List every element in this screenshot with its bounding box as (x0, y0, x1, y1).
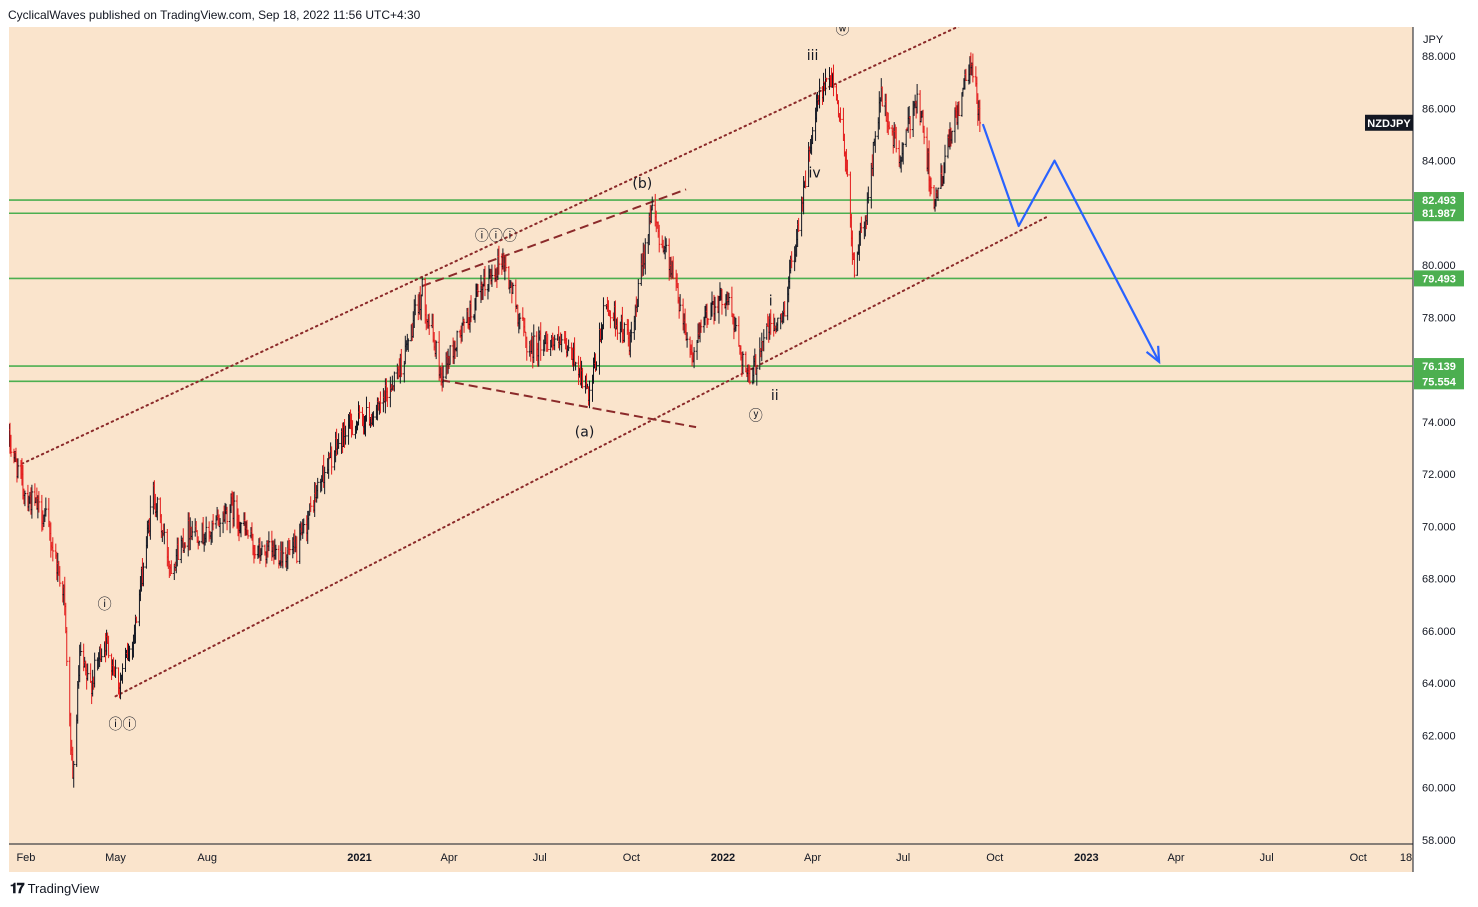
channel-line-0 (114, 214, 1051, 698)
projection-line (981, 123, 1161, 363)
price-tick-15: 88.000 (1422, 51, 1456, 63)
footer-brand[interactable]: 𝟏𝟕 TradingView (10, 880, 99, 897)
support-levels (9, 199, 1413, 383)
price-tick-1: 60.000 (1422, 783, 1456, 795)
time-tick-8: Apr (804, 852, 821, 864)
wave-label-10: ⓦ (835, 27, 849, 38)
wave-label-1: ⓘⓘ (109, 717, 137, 733)
wave-label-3: (a) (575, 424, 595, 440)
price-tick-10: 78.000 (1422, 312, 1456, 324)
brand-name: TradingView (27, 881, 100, 896)
level-tag-bg-1 (1414, 192, 1464, 209)
price-tick-13: 84.000 (1422, 156, 1456, 168)
projection-path (981, 123, 1161, 365)
level-tag-bg-4 (1414, 358, 1464, 375)
projection-arrowhead (1145, 345, 1161, 365)
time-tick-15: 18 (1400, 852, 1412, 864)
time-tick-5: Jul (533, 852, 547, 864)
level-tag-5: 75.554 (1422, 376, 1457, 388)
wave-label-5: ⓨ (749, 409, 763, 425)
level-tag-2: 81.987 (1422, 208, 1456, 220)
time-tick-6: Oct (623, 852, 640, 864)
price-tick-4: 66.000 (1422, 626, 1456, 638)
triangle-line-0 (440, 379, 697, 429)
time-tick-10: Oct (986, 852, 1003, 864)
time-axis[interactable]: Feb May Aug 2021 Apr Jul Oct 2022 Apr Jul Oct 2023 A… (16, 852, 1412, 864)
tradingview-logo-icon: 𝟏𝟕 (10, 880, 25, 896)
wave-label-6: i (769, 294, 773, 310)
time-tick-13: Jul (1260, 852, 1274, 864)
price-tick-7: 72.000 (1422, 469, 1456, 481)
time-tick-0: Feb (16, 852, 35, 864)
time-tick-9: Jul (896, 852, 910, 864)
level-tag-1: 82.493 (1422, 195, 1456, 207)
level-tag-3: 79.493 (1422, 273, 1456, 285)
level-tag-bg-5 (1414, 373, 1464, 390)
time-tick-4: Apr (441, 852, 458, 864)
candles (9, 52, 982, 788)
wave-label-7: ii (771, 388, 779, 404)
time-tick-1: May (105, 852, 126, 864)
wave-label-2: ⓘⓘⓘ (475, 228, 517, 244)
wave-label-8: iii (807, 48, 819, 64)
axis-background (1413, 27, 1469, 872)
level-tag-4: 76.139 (1422, 361, 1456, 373)
price-tick-2: 62.000 (1422, 730, 1456, 742)
price-tick-14: 86.000 (1422, 103, 1456, 115)
time-tick-2: Aug (197, 852, 217, 864)
time-tick-11: 2023 (1074, 852, 1098, 864)
price-tick-5: 68.000 (1422, 574, 1456, 586)
level-tag-bg-2 (1414, 205, 1464, 222)
price-tick-0: 58.000 (1422, 835, 1456, 847)
time-tick-3: 2021 (347, 852, 371, 864)
wave-label-0: ⓘ (98, 597, 112, 613)
time-tick-12: Apr (1167, 852, 1184, 864)
price-tick-3: 64.000 (1422, 678, 1456, 690)
publish-info: CyclicalWaves published on TradingView.c… (8, 8, 421, 22)
price-tick-11: 80.000 (1422, 260, 1456, 272)
price-tick-6: 70.000 (1422, 521, 1456, 533)
plot-background (9, 27, 1413, 872)
chart-container[interactable]: ⓘ ⓘⓘ ⓘⓘⓘ (a) (b) ⓨ i ii iii iv ⓦ JPY 58.000 60.000 62… (9, 27, 1469, 872)
wave-label-4: (b) (632, 176, 652, 192)
price-tick-8: 74.000 (1422, 417, 1456, 429)
symbol-tag: NZDJPY (1367, 118, 1411, 130)
triangle-line-1 (421, 188, 687, 288)
level-tag-bg-3 (1414, 270, 1464, 287)
time-tick-14: Oct (1350, 852, 1367, 864)
wave-label-9: iv (808, 166, 820, 182)
symbol-tag-bg (1365, 114, 1413, 131)
time-tick-7: 2022 (711, 852, 735, 864)
currency-label: JPY (1423, 34, 1444, 46)
